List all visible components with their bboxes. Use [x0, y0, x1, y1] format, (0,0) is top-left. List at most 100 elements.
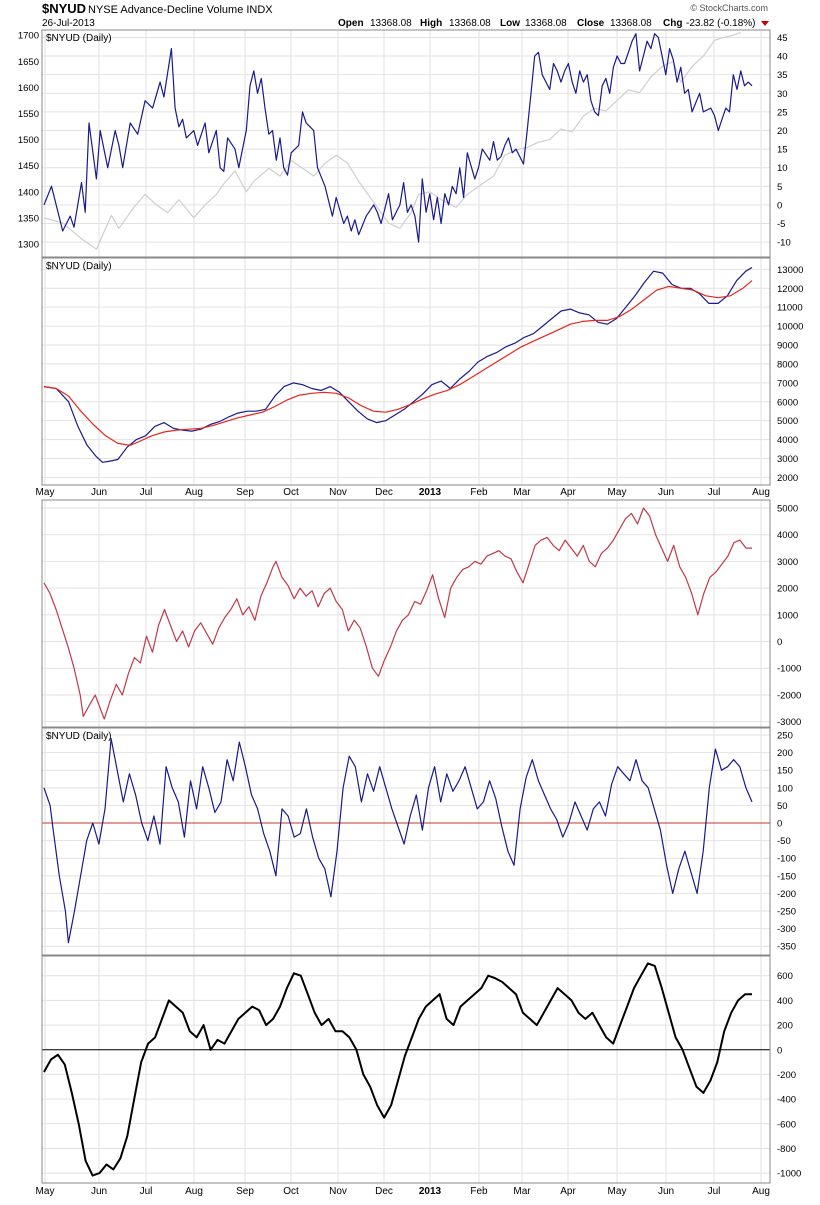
series-line-1: [43, 962, 752, 1177]
right-axis-tick-label: 10000: [777, 322, 803, 333]
panel-border: [41, 499, 771, 728]
left-axis-tick-label: 1450: [18, 161, 39, 172]
x-axis-month-label: Jul: [140, 1186, 153, 1197]
x-axis-month-label: Aug: [185, 487, 203, 498]
x-axis-month-label: Apr: [560, 487, 576, 498]
x-axis-month-label: May: [36, 1186, 55, 1197]
right-axis-tick-label: 5: [777, 182, 782, 193]
right-axis-tick-label: -350: [777, 942, 796, 953]
series-line-2: [43, 33, 753, 243]
right-axis-tick-label: 50: [777, 801, 788, 812]
x-axis-month-label: Dec: [375, 1186, 393, 1197]
right-axis-tick-label: 25: [777, 107, 788, 118]
x-axis-month-label: May: [36, 487, 55, 498]
open-label: Open: [338, 18, 364, 29]
right-axis-tick-label: -2000: [777, 690, 801, 701]
panel-border: [41, 29, 771, 258]
right-axis-tick-label: 8000: [777, 359, 798, 370]
panel-title-label: $NYUD (Daily): [46, 731, 112, 742]
right-axis-tick-label: 3000: [777, 557, 798, 568]
right-axis-tick-label: -300: [777, 924, 796, 935]
date-label: 26-Jul-2013: [42, 18, 95, 29]
right-axis-tick-label: 6000: [777, 397, 798, 408]
x-axis-month-label: May: [608, 487, 627, 498]
panel-border: [41, 727, 771, 956]
right-axis-tick-label: -1000: [777, 1169, 801, 1180]
right-axis-tick-label: 45: [777, 33, 788, 44]
x-axis-month-label: Jun: [658, 1186, 674, 1197]
panel-title-label: $NYUD (Daily): [46, 33, 112, 44]
right-axis-tick-label: 1000: [777, 610, 798, 621]
x-axis-month-label: May: [608, 1186, 627, 1197]
x-axis-month-label: Aug: [752, 487, 770, 498]
right-axis-tick-label: -200: [777, 1070, 796, 1081]
right-axis-tick-label: 4000: [777, 530, 798, 541]
right-axis-tick-label: -50: [777, 836, 791, 847]
x-axis-month-label: Jun: [91, 487, 107, 498]
series-line-1: [43, 266, 753, 463]
right-axis-tick-label: -5: [777, 219, 785, 230]
x-axis-month-label: Jul: [708, 1186, 721, 1197]
close-label: Close: [577, 18, 605, 29]
right-axis-tick-label: 11000: [777, 303, 803, 314]
right-axis-tick-label: -200: [777, 889, 796, 900]
right-axis-tick-label: -800: [777, 1144, 796, 1155]
right-axis-tick-label: 40: [777, 52, 788, 63]
right-axis-tick-label: 2000: [777, 584, 798, 595]
left-axis-tick-label: 1500: [18, 135, 39, 146]
panel-4: -350 -300 -250 -200 -150 -100 -50 0 50 100 150 200 2…: [41, 727, 796, 956]
panel-title-label: $NYUD (Daily): [46, 261, 112, 272]
x-axis-month-label: Aug: [752, 1186, 770, 1197]
left-axis-tick-label: 1300: [18, 239, 39, 250]
x-axis-month-label: Aug: [185, 1186, 203, 1197]
high-label: High: [420, 18, 442, 29]
right-axis-tick-label: 7000: [777, 378, 798, 389]
right-axis-tick-label: 9000: [777, 341, 798, 352]
right-axis-tick-label: -150: [777, 871, 796, 882]
x-axis-month-label: Dec: [375, 487, 393, 498]
left-axis-tick-label: 1350: [18, 213, 39, 224]
right-axis-tick-label: -1000: [777, 664, 801, 675]
series-line-1: [43, 32, 741, 250]
high-value: 13368.08: [449, 18, 491, 29]
series-line-2: [43, 280, 753, 446]
x-axis-month-label: Sep: [236, 487, 254, 498]
x-axis-month-label: Jul: [140, 487, 153, 498]
x-axis-month-label: Oct: [283, 1186, 299, 1197]
close-value: 13368.08: [610, 18, 652, 29]
x-axis-month-label: Nov: [329, 487, 347, 498]
x-axis-month-label: Jun: [658, 487, 674, 498]
down-arrow-icon: [761, 21, 769, 26]
x-axis-month-label: Apr: [560, 1186, 576, 1197]
brand-label: © StockCharts.com: [690, 3, 768, 13]
panel-5: -1000 -800 -600 -400 -200 0 200 400 600: [41, 955, 801, 1184]
chg-label: Chg: [663, 18, 682, 29]
x-axis-month-label: 2013: [419, 1186, 442, 1197]
right-axis-tick-label: 600: [777, 971, 793, 982]
right-axis-tick-label: 5000: [777, 504, 798, 515]
x-axis-month-label: Jul: [708, 487, 721, 498]
left-axis-tick-label: 1400: [18, 187, 39, 198]
right-axis-tick-label: 0: [777, 819, 782, 830]
right-axis-tick-label: 35: [777, 70, 788, 81]
right-axis-tick-label: 400: [777, 996, 793, 1007]
chg-value: -23.82 (-0.18%): [686, 18, 755, 29]
x-axis-month-label: Mar: [513, 487, 531, 498]
panel-border: [41, 257, 771, 486]
right-axis-tick-label: 200: [777, 1021, 793, 1032]
symbol-label: $NYUD: [42, 1, 86, 16]
x-axis-month-label: Sep: [236, 1186, 254, 1197]
right-axis-tick-label: 0: [777, 637, 782, 648]
x-axis-month-label: Feb: [470, 487, 488, 498]
right-axis-tick-label: 250: [777, 731, 793, 742]
right-axis-tick-label: 15: [777, 145, 788, 156]
x-axis-month-label: Mar: [513, 1186, 531, 1197]
low-label: Low: [500, 18, 520, 29]
x-axis-month-label: Feb: [470, 1186, 488, 1197]
right-axis-tick-label: 2000: [777, 473, 798, 484]
right-axis-tick-label: 4000: [777, 435, 798, 446]
series-line-1: [43, 738, 753, 944]
right-axis-tick-label: -10: [777, 238, 791, 249]
right-axis-tick-label: 30: [777, 89, 788, 100]
